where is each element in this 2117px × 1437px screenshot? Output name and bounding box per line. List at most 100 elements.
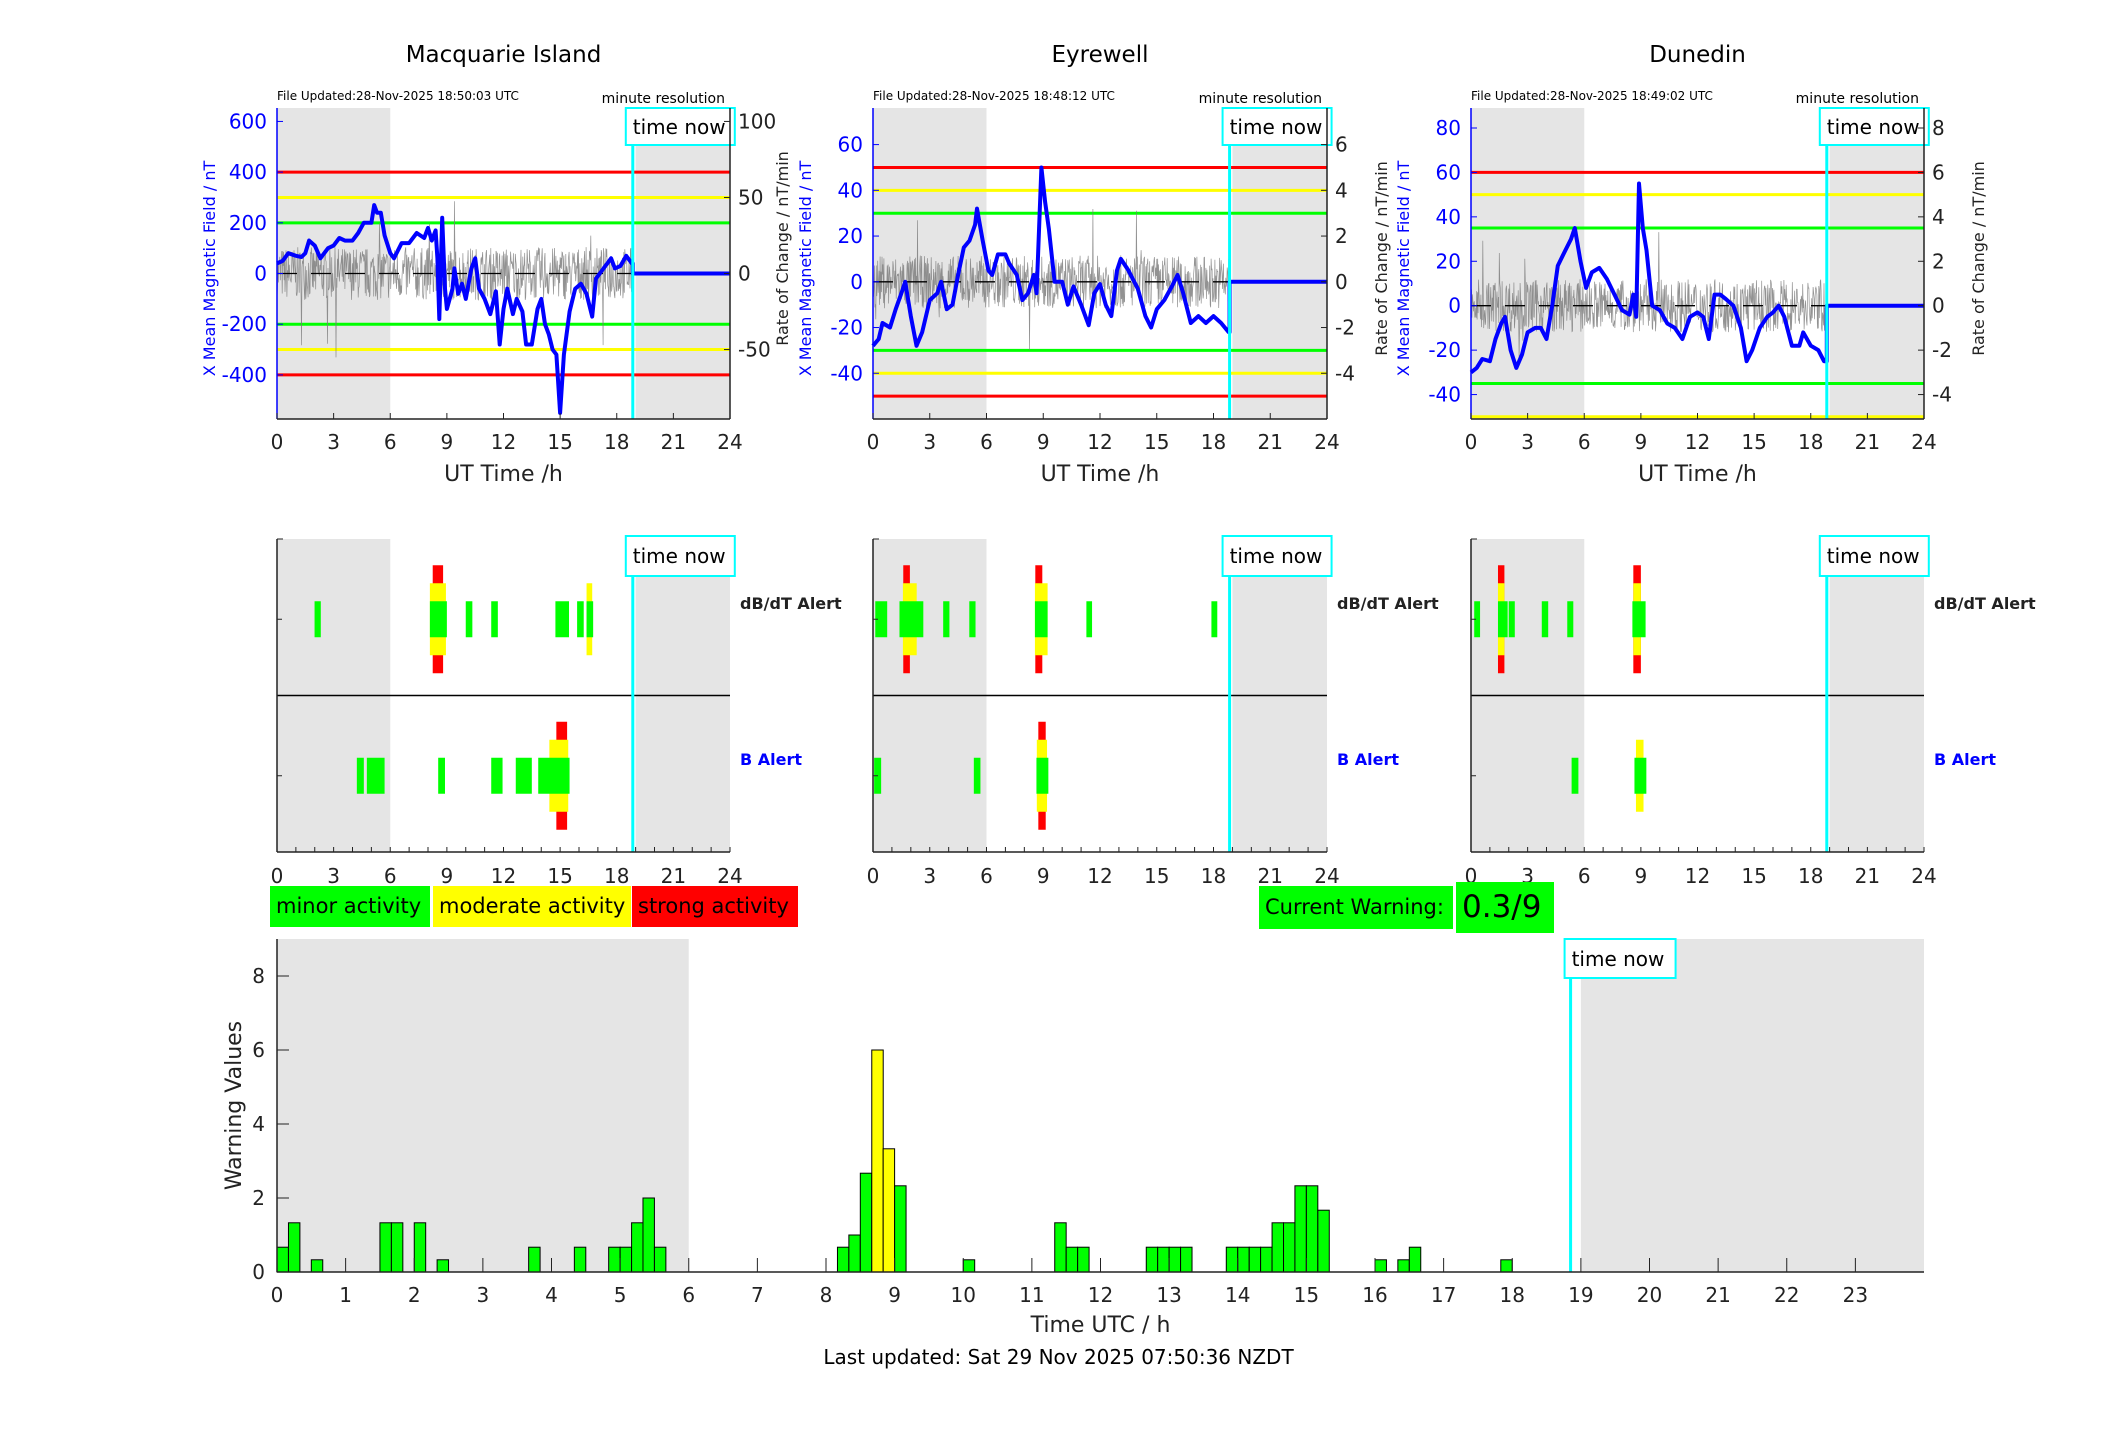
x-tick-label: 9 bbox=[888, 1283, 901, 1307]
left-tick-label: -40 bbox=[1428, 383, 1461, 407]
dbdt-alert-bar bbox=[1086, 601, 1093, 638]
warning-bar bbox=[1260, 1246, 1273, 1273]
legend-minor-activity: minor activity bbox=[270, 886, 430, 927]
alert-x-tick-label: 3 bbox=[923, 864, 936, 888]
b-alert-bar bbox=[515, 757, 532, 794]
x-tick-label: 6 bbox=[384, 430, 397, 454]
time-now-box bbox=[1221, 535, 1333, 577]
last-updated: Last updated: Sat 29 Nov 2025 07:50:36 N… bbox=[823, 1345, 1294, 1369]
x-tick-label: 3 bbox=[327, 430, 340, 454]
alert-x-tick-label: 9 bbox=[1037, 864, 1050, 888]
x-tick-label: 10 bbox=[951, 1283, 976, 1307]
time-now-box bbox=[1818, 535, 1930, 577]
x-tick-label: 9 bbox=[1037, 430, 1050, 454]
b-alert-bar bbox=[1634, 757, 1647, 794]
x-tick-label: 0 bbox=[867, 430, 880, 454]
right-tick-label: -2 bbox=[1932, 338, 1952, 362]
alert-x-tick-label: 12 bbox=[1087, 864, 1112, 888]
right-tick-label: -50 bbox=[738, 338, 771, 362]
x-field-trace bbox=[276, 203, 730, 415]
right-tick-label: 4 bbox=[1335, 178, 1348, 202]
x-tick-label: 23 bbox=[1843, 1283, 1868, 1307]
rate-of-change-trace bbox=[1470, 232, 1826, 358]
x-tick-label: 19 bbox=[1568, 1283, 1593, 1307]
alert-x-tick-label: 21 bbox=[1855, 864, 1880, 888]
x-axis-label: UT Time /h bbox=[444, 462, 563, 487]
b-alert-bar bbox=[1036, 757, 1049, 794]
x-tick-label: 12 bbox=[491, 430, 516, 454]
night-shading bbox=[1471, 108, 1585, 419]
warning-bar bbox=[1225, 1246, 1239, 1273]
left-tick-label: 200 bbox=[229, 211, 267, 235]
y-tick-label: 8 bbox=[252, 964, 265, 988]
right-axis-label: Rate of Change / nT/min bbox=[1372, 161, 1391, 356]
dbdt-alert-label: dB/dT Alert bbox=[740, 594, 842, 613]
right-tick-label: 8 bbox=[1932, 116, 1945, 140]
left-tick-label: 60 bbox=[838, 133, 863, 157]
warning-bar bbox=[287, 1222, 301, 1273]
right-tick-label: -4 bbox=[1932, 383, 1952, 407]
y-axis-label: X Mean Magnetic Field / nT bbox=[796, 161, 815, 377]
alert-x-tick-label: 24 bbox=[1911, 864, 1936, 888]
warning-bar bbox=[871, 1049, 884, 1273]
right-tick-label: 50 bbox=[738, 185, 763, 209]
left-tick-label: -200 bbox=[222, 312, 267, 336]
left-tick-label: -40 bbox=[830, 361, 863, 385]
warning-bar bbox=[962, 1259, 976, 1273]
time-now-box bbox=[1563, 938, 1677, 979]
alert-x-tick-label: 6 bbox=[384, 864, 397, 888]
x-tick-label: 9 bbox=[1635, 430, 1648, 454]
x-tick-label: 5 bbox=[614, 1283, 627, 1307]
night-shading bbox=[277, 939, 689, 1272]
b-alert-bar bbox=[538, 757, 570, 794]
b-alert-bar bbox=[491, 757, 503, 794]
alert-x-tick-label: 18 bbox=[1201, 864, 1226, 888]
right-axis-label: Rate of Change / nT/min bbox=[1969, 161, 1988, 356]
x-axis-label: Time UTC / h bbox=[1030, 1313, 1171, 1338]
warning-bar bbox=[1271, 1222, 1285, 1273]
night-shading bbox=[635, 108, 730, 419]
x-tick-label: 24 bbox=[1911, 430, 1936, 454]
x-tick-label: 18 bbox=[1798, 430, 1823, 454]
warning-bar bbox=[1408, 1246, 1422, 1273]
alert-x-tick-label: 21 bbox=[661, 864, 686, 888]
b-alert-bar bbox=[1571, 757, 1579, 794]
dbdt-alert-bar bbox=[491, 601, 498, 638]
b-alert-label: B Alert bbox=[1934, 750, 1996, 769]
dbdt-alert-bar bbox=[555, 601, 569, 638]
y-tick-label: 6 bbox=[252, 1038, 265, 1062]
dbdt-alert-bar bbox=[875, 601, 888, 638]
x-tick-label: 13 bbox=[1156, 1283, 1181, 1307]
dbdt-alert-label: dB/dT Alert bbox=[1934, 594, 2036, 613]
x-tick-label: 3 bbox=[477, 1283, 490, 1307]
left-tick-label: 400 bbox=[229, 160, 267, 184]
left-tick-label: -20 bbox=[1428, 338, 1461, 362]
dbdt-alert-bar bbox=[429, 601, 447, 638]
time-now-box bbox=[1818, 107, 1930, 146]
alert-x-tick-label: 3 bbox=[327, 864, 340, 888]
warning-bar bbox=[1077, 1246, 1090, 1273]
x-tick-label: 17 bbox=[1431, 1283, 1456, 1307]
left-tick-label: 0 bbox=[1448, 294, 1461, 318]
alert-x-tick-label: 24 bbox=[717, 864, 742, 888]
left-rate-axis-label: Rate of Change / nT/min bbox=[773, 151, 792, 346]
warning-bar bbox=[653, 1246, 667, 1273]
dbdt-alert-bar bbox=[1034, 601, 1048, 638]
warning-bar bbox=[390, 1222, 404, 1273]
time-now-label: time now bbox=[1827, 115, 1920, 139]
x-tick-label: 15 bbox=[1294, 1283, 1319, 1307]
night-shading bbox=[873, 108, 987, 419]
warning-bar bbox=[1283, 1222, 1296, 1273]
warning-bar bbox=[1180, 1246, 1193, 1273]
legend-strong-activity: strong activity bbox=[632, 886, 798, 927]
b-alert-label: B Alert bbox=[740, 750, 802, 769]
left-tick-label: -20 bbox=[830, 316, 863, 340]
left-tick-label: 20 bbox=[838, 224, 863, 248]
x-tick-label: 15 bbox=[1144, 430, 1169, 454]
x-tick-label: 18 bbox=[604, 430, 629, 454]
right-tick-label: 0 bbox=[1932, 294, 1945, 318]
left-tick-label: 40 bbox=[838, 178, 863, 202]
warning-bar bbox=[1157, 1246, 1170, 1273]
x-tick-label: 22 bbox=[1774, 1283, 1799, 1307]
x-axis-label: UT Time /h bbox=[1041, 462, 1160, 487]
